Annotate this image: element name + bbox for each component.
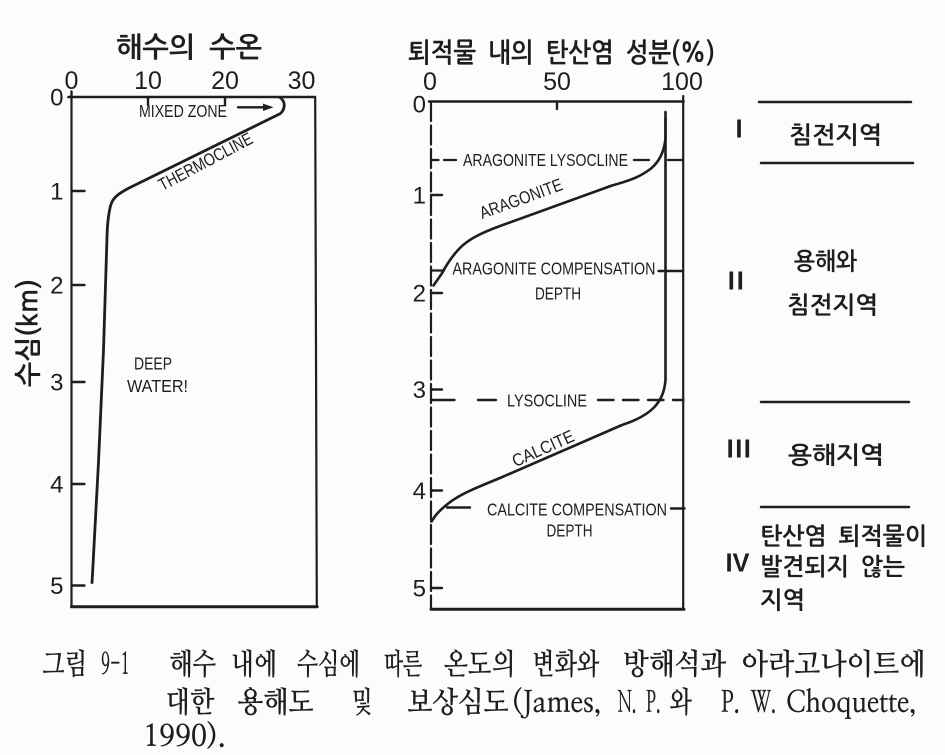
svg-text:DEEP: DEEP [134,353,172,373]
svg-text:MIXED ZONE: MIXED ZONE [139,101,227,121]
svg-text:1: 1 [50,179,63,206]
svg-text:50: 50 [543,68,571,96]
svg-text:III: III [727,435,753,463]
svg-text:0: 0 [423,68,437,96]
svg-text:WATER!: WATER! [127,376,188,396]
svg-text:0: 0 [50,85,63,112]
svg-text:0: 0 [65,67,79,95]
svg-text:5: 5 [50,573,63,600]
svg-text:20: 20 [211,67,239,95]
svg-text:3: 3 [413,377,426,404]
svg-text:DEPTH: DEPTH [535,283,581,303]
svg-text:1: 1 [413,183,426,210]
svg-text:IV: IV [725,549,749,577]
svg-text:4: 4 [413,478,426,505]
svg-text:I: I [735,115,742,143]
svg-text:2: 2 [50,273,63,300]
svg-text:CALCITE COMPENSATION: CALCITE COMPENSATION [487,499,667,519]
svg-text:ARAGONITE COMPENSATION: ARAGONITE COMPENSATION [453,258,656,278]
svg-text:3: 3 [50,370,63,397]
svg-text:5: 5 [413,576,426,603]
svg-text:2: 2 [413,281,426,308]
svg-text:100: 100 [661,68,703,96]
svg-text:4: 4 [50,472,63,499]
svg-text:30: 30 [288,67,316,95]
svg-text:II: II [728,267,746,295]
svg-text:ARAGONITE LYSOCLINE: ARAGONITE LYSOCLINE [463,150,628,170]
svg-text:LYSOCLINE: LYSOCLINE [507,390,587,410]
svg-text:0: 0 [413,92,426,119]
svg-text:10: 10 [134,67,162,95]
svg-text:DEPTH: DEPTH [547,520,593,540]
